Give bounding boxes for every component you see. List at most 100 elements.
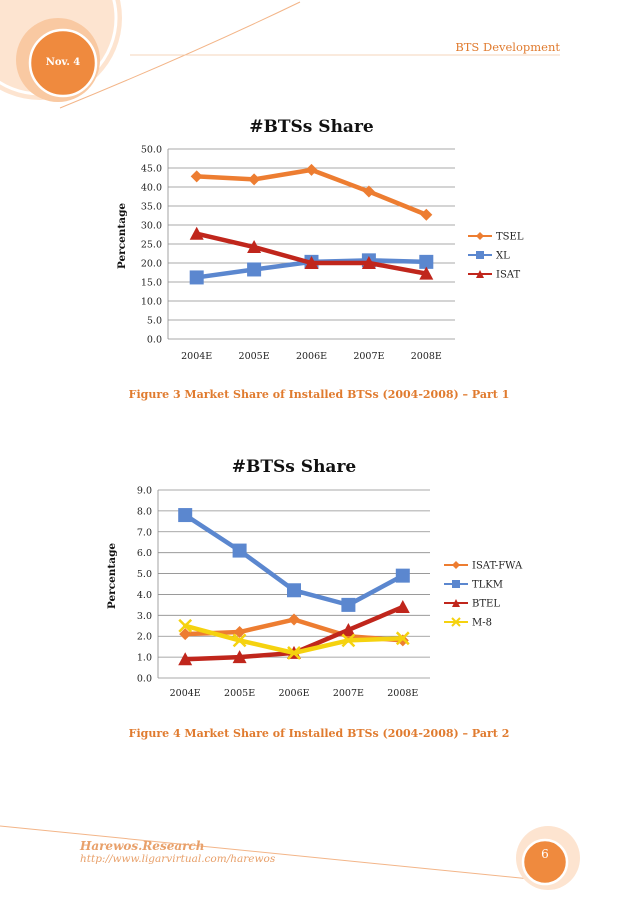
y-tick-label: 8.0 [137,506,152,517]
legend-item-btel: BTEL [444,599,500,610]
y-tick-label: 30.0 [141,221,162,232]
x-tick-label: 2005E [239,351,270,362]
x-tick-label: 2007E [353,351,384,362]
x-tick-label: 2004E [170,688,201,699]
y-axis-label: Percentage [106,543,118,610]
header-title: BTS Development [455,40,560,54]
y-tick-label: 1.0 [137,653,152,664]
legend-marker [452,599,460,607]
data-point [247,262,262,277]
figure-4-caption: Figure 4 Market Share of Installed BTSs … [128,727,510,740]
y-tick-label: 50.0 [141,145,162,156]
data-point [288,613,300,626]
footer-swoosh-line [0,825,561,883]
chart-title: #BTSs Share [232,457,357,477]
x-tick-label: 2008E [387,688,418,699]
legend-item-tlkm: TLKM [444,580,503,591]
data-point [189,270,204,285]
series-tlkm [178,508,410,612]
series-tsel [190,163,433,221]
data-point [419,266,434,280]
data-point [341,633,356,648]
data-point [287,646,301,660]
legend-item-isat-fwa: ISAT-FWA [444,561,523,572]
header-circle-inner [28,28,98,98]
legend-label: M-8 [472,618,492,629]
chart-bts-share-part-2: #BTSs Share 0.0 1.0 2.0 3.0 4.0 5.0 6.0 7.0 8.0 9.… [0,452,638,716]
legend-item-m-8: M-8 [444,617,492,629]
x-axis-ticks: 2004E 2005E 2006E 2007E 2008E [181,351,442,362]
legend-item-xl: XL [468,251,510,262]
y-axis-label: Percentage [116,203,128,270]
legend-label: BTEL [472,599,500,610]
data-point [232,633,247,648]
data-point [304,256,319,269]
y-tick-label: 7.0 [137,527,152,538]
legend-label: TLKM [472,580,503,591]
chart-svg-part-2: #BTSs Share 0.0 1.0 2.0 3.0 4.0 5.0 6.0 7.0 8.0 9.… [106,457,523,699]
x-axis-ticks: 2004E 2005E 2006E 2007E 2008E [170,688,419,699]
data-point [287,583,301,598]
chart-title: #BTSs Share [249,117,374,137]
data-point [179,628,192,641]
series-m-8 [178,618,410,660]
series-isat [189,226,434,280]
y-tick-label: 15.0 [141,278,162,289]
data-point [341,597,356,612]
data-point [178,508,193,523]
data-point [178,618,193,633]
data-point [248,173,261,186]
legend-label: XL [496,251,510,262]
legend-marker [476,251,484,259]
legend-label: ISAT [496,270,520,281]
data-point [395,599,410,613]
data-point [395,631,410,646]
header-date: Nov. 4 [45,57,81,68]
y-tick-label: 10.0 [141,297,162,308]
legend-marker [451,617,461,627]
legend-marker [452,580,460,588]
legend-label: TSEL [496,232,524,243]
footer-company: Harewos.Research [80,839,205,853]
x-tick-label: 2004E [181,351,212,362]
data-point [247,240,262,254]
data-point [420,208,433,221]
legend-label: ISAT-FWA [472,561,523,572]
data-point [233,626,246,639]
x-tick-label: 2007E [333,688,364,699]
data-point [232,650,247,664]
data-point [232,543,247,558]
data-point [362,185,375,198]
gridlines [168,148,455,340]
y-tick-label: 0.0 [137,674,152,685]
y-tick-label: 0.0 [147,335,162,346]
y-tick-label: 5.0 [147,316,162,327]
figure-3-caption: Figure 3 Market Share of Installed BTSs … [128,388,510,401]
footer-circle-inner [521,838,569,886]
data-point [419,254,434,269]
data-point [189,226,204,240]
y-tick-label: 45.0 [141,164,162,175]
y-axis-ticks: 0.0 1.0 2.0 3.0 4.0 5.0 6.0 7.0 8.0 9.0 [137,486,152,685]
y-tick-label: 5.0 [137,569,152,580]
y-tick-label: 25.0 [141,240,162,251]
y-tick-label: 20.0 [141,259,162,270]
chart-bts-share-part-1: #BTSs Share 0.0 5.0 10.0 15.0 20.0 25.0 30.0 35.… [0,110,638,374]
legend-item-isat: ISAT [468,270,520,281]
legend-item-tsel: TSEL [468,232,524,243]
chart-svg-part-1: #BTSs Share 0.0 5.0 10.0 15.0 20.0 25.0 30.0 35.… [116,117,524,362]
y-tick-label: 6.0 [137,548,152,559]
series-line [194,167,429,217]
data-point [361,256,376,269]
legend-marker [476,270,484,278]
y-tick-label: 40.0 [141,183,162,194]
y-tick-label: 2.0 [137,632,152,643]
footer-url[interactable]: http://www.ligarvirtual.com/harewos [80,853,276,865]
y-tick-label: 4.0 [137,590,152,601]
data-point [190,170,203,183]
y-tick-label: 3.0 [137,611,152,622]
y-tick-label: 35.0 [141,202,162,213]
data-point [305,163,318,176]
page-number: 6 [541,847,549,861]
